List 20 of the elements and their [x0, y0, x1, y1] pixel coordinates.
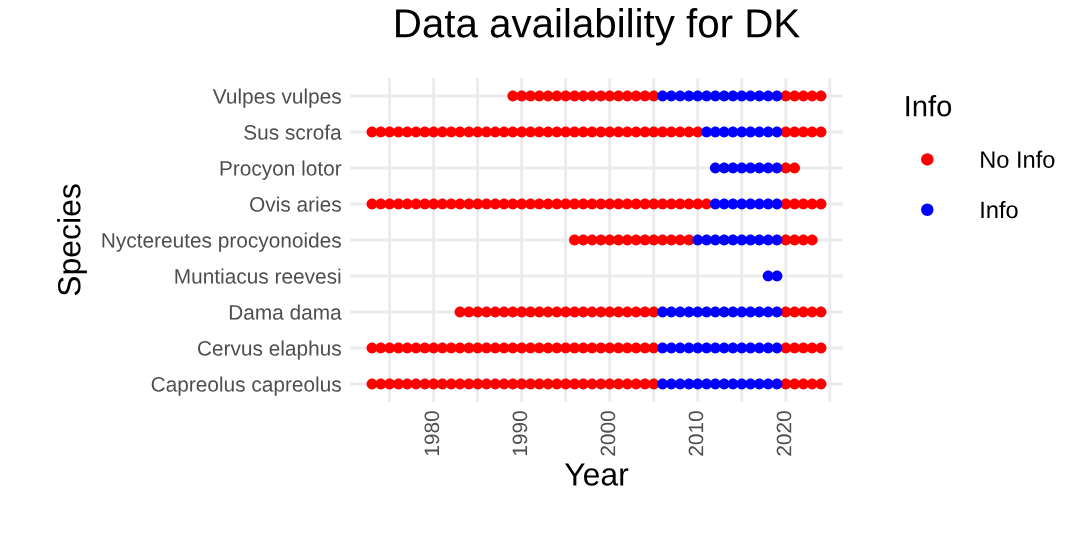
x-tick-label: 1980: [424, 411, 440, 456]
y-tick-label: Capreolus capreolus: [151, 376, 341, 396]
y-tick-label: Sus scrofa: [244, 124, 342, 140]
x-tick-label: 2020: [776, 411, 792, 456]
y-tick-label: Vulpes vulpes: [212, 88, 341, 108]
y-tick-label: Procyon lotor: [220, 160, 342, 180]
y-tick-label: Muntiacus reevesi: [175, 268, 341, 284]
legend-title: Info: [906, 95, 952, 117]
y-tick-label: Cervus elaphus: [197, 340, 341, 360]
x-axis-title: Year: [564, 463, 629, 486]
x-tick-label: 2010: [688, 411, 704, 456]
x-tick-label: 1990: [512, 411, 528, 456]
chart-title: Data availability for DK: [396, 8, 800, 46]
legend-label: Info: [981, 200, 1018, 219]
y-axis-title: Species: [57, 184, 87, 296]
y-tick-label: Nyctereutes procyonoides: [102, 232, 341, 252]
y-tick-label: Dama dama: [229, 304, 342, 320]
x-tick-label: 2000: [600, 411, 616, 456]
y-tick-label: Ovis aries: [250, 196, 341, 212]
legend-label: No Info: [981, 150, 1055, 168]
